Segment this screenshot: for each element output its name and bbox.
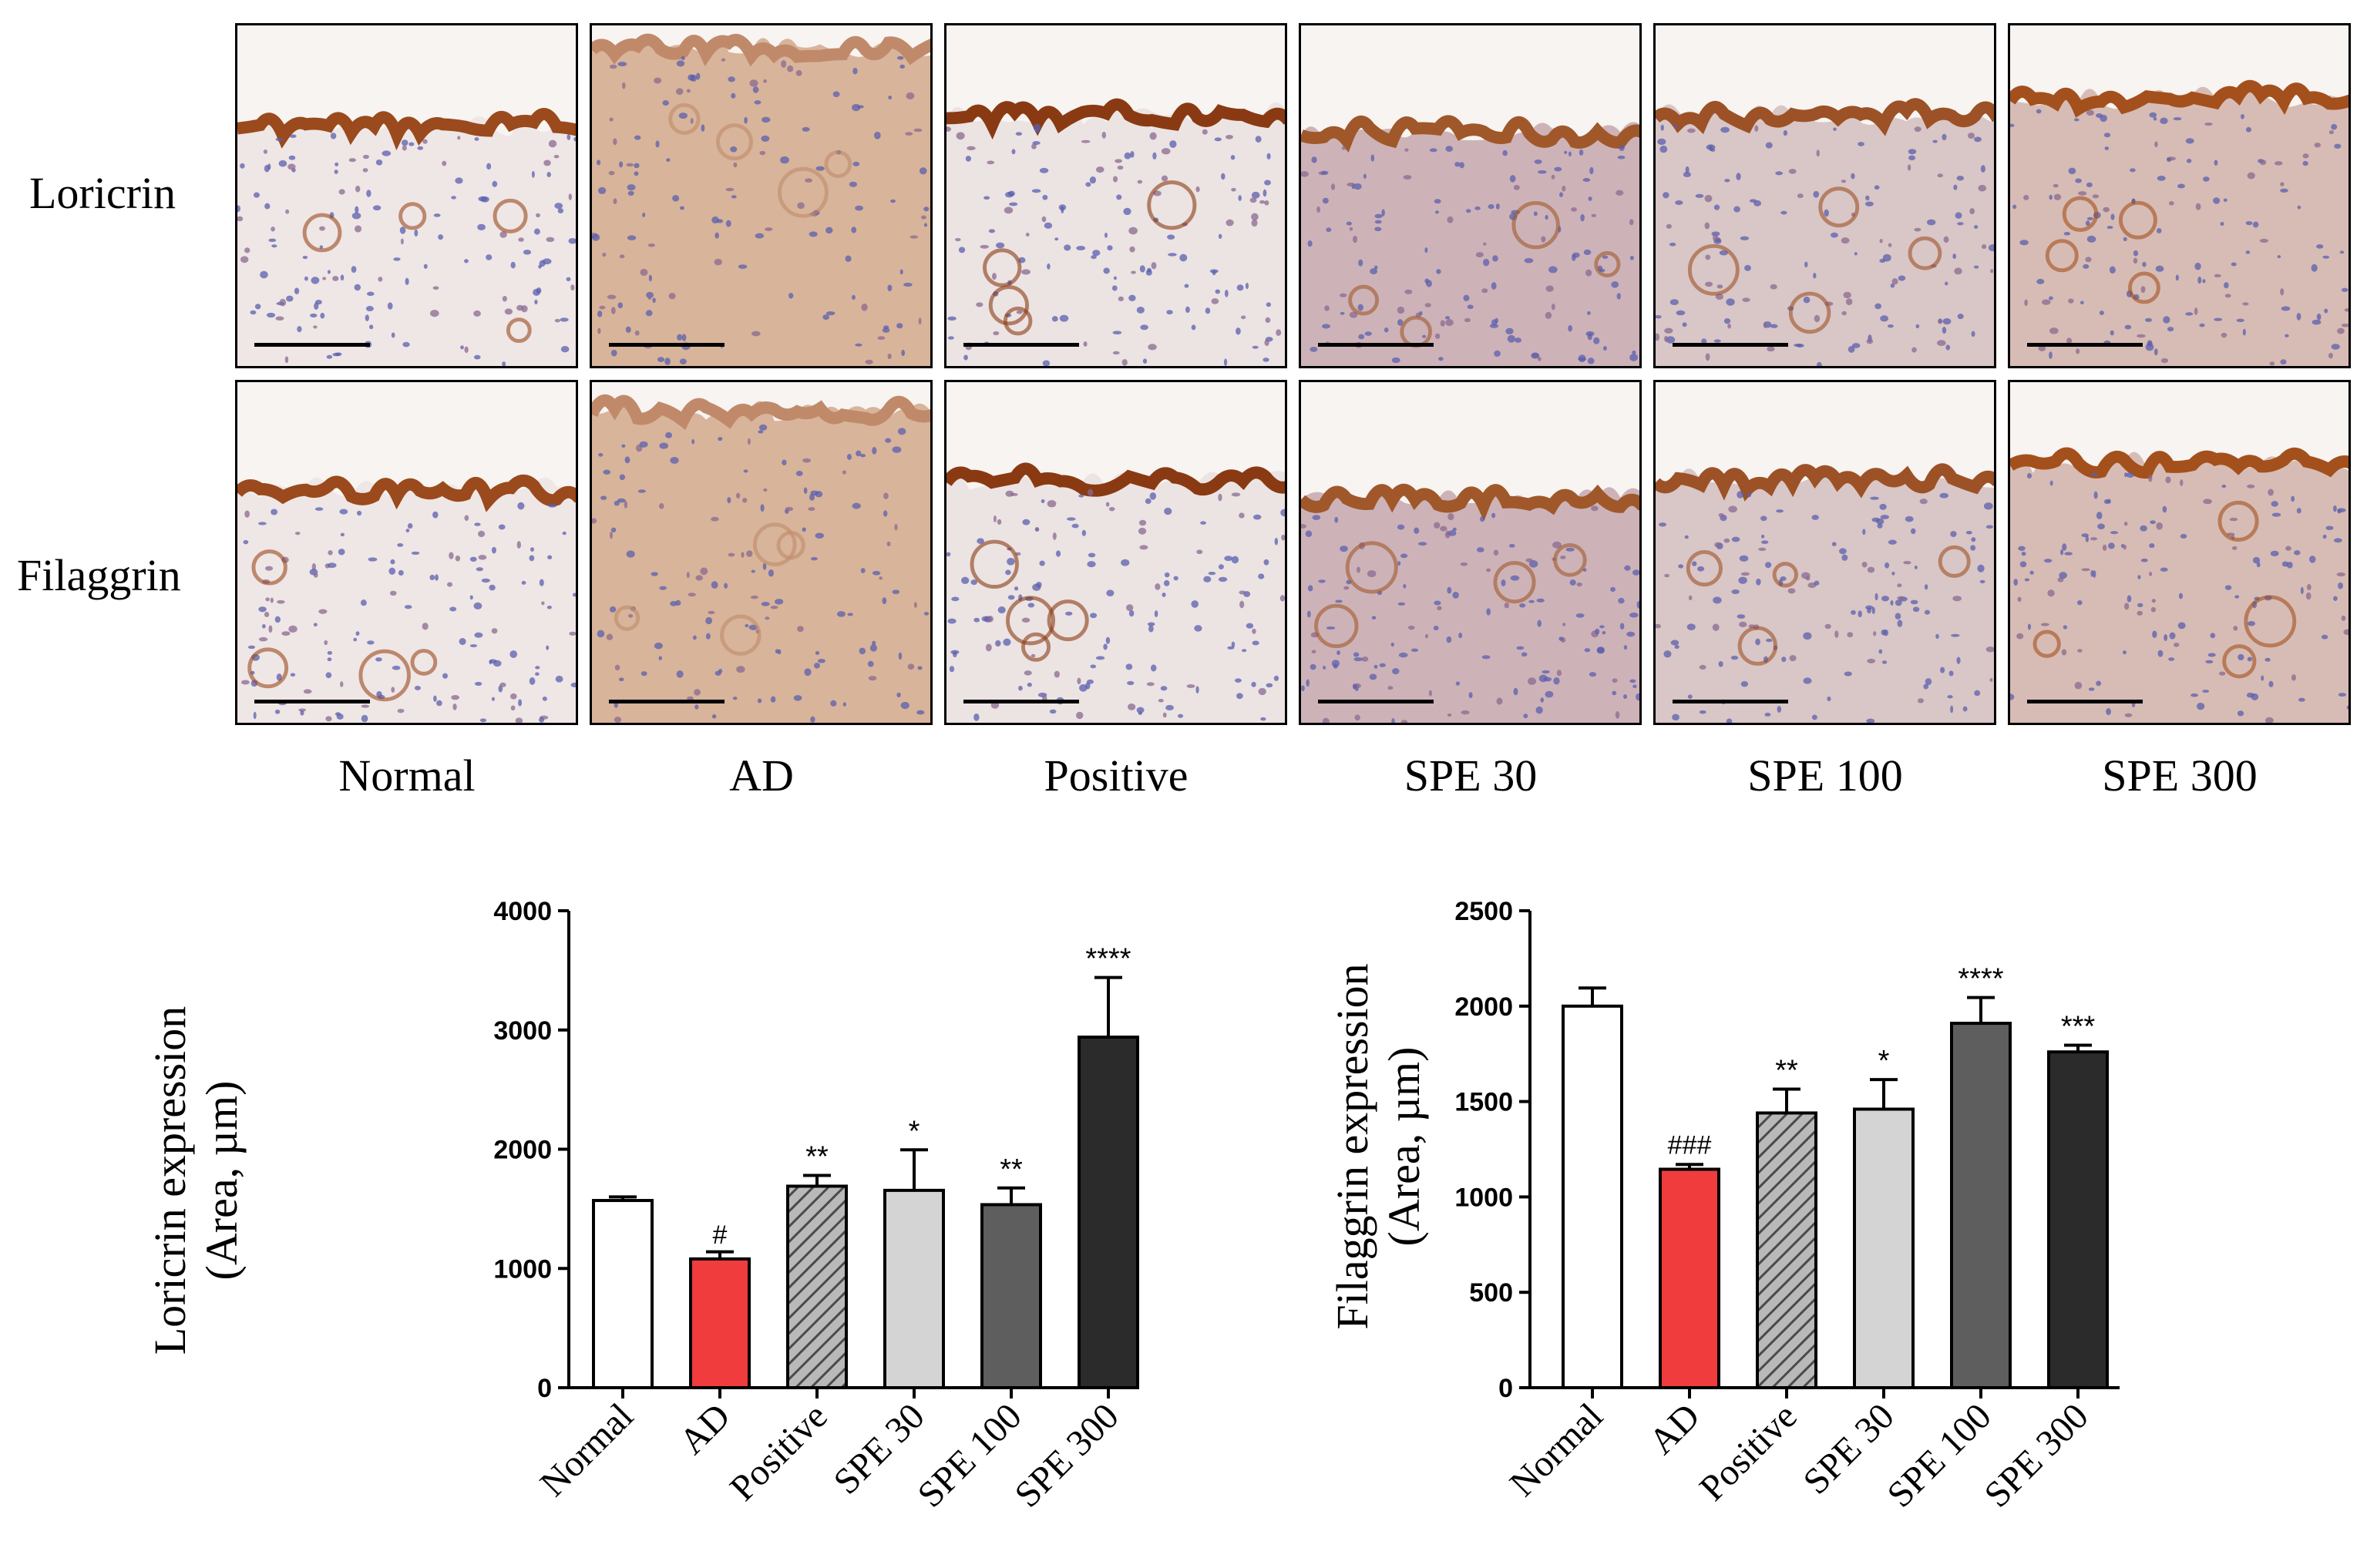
histology-stain-image — [1656, 25, 1994, 366]
loricrin-y-tick-label: 0 — [537, 1374, 552, 1403]
histology-stain-image — [2010, 382, 2349, 723]
filaggrin-bar-spe100 — [1950, 1022, 2012, 1389]
histology-stain-image — [237, 382, 576, 723]
scale-bar — [963, 700, 1079, 703]
loricrin-chart-svg: 01000200030004000Normal#AD**Positive*SPE… — [493, 897, 1139, 1516]
filaggrin-y-tick-label: 2500 — [1454, 897, 1513, 926]
col-label-spe30: SPE 30 — [1404, 750, 1538, 801]
histology-stain-image — [2010, 25, 2349, 366]
filaggrin-x-tick-label: SPE 100 — [1879, 1395, 1999, 1515]
filaggrin-bar-spe30 — [1853, 1107, 1915, 1390]
loricrin-significance-label: * — [909, 1115, 920, 1147]
filaggrin-y-tick-label: 500 — [1469, 1278, 1513, 1308]
filaggrin-bar-positive — [1756, 1111, 1817, 1390]
histology-stain-image — [1301, 382, 1639, 723]
histology-panel-filaggrin-spe300 — [2008, 380, 2351, 725]
histology-stain-image — [237, 25, 576, 366]
loricrin-significance-label: **** — [1085, 943, 1131, 975]
filaggrin-significance-label: * — [1878, 1045, 1890, 1077]
loricrin-bar-spe300 — [1078, 1036, 1139, 1390]
filaggrin-x-tick-label: AD — [1641, 1395, 1707, 1462]
scale-bar — [1673, 700, 1788, 703]
loricrin-chart: 0 1000 2000 3000 4000 Normal # AD ** Positive * SPE… — [0, 0, 1156, 1568]
filaggrin-x-tick-label: Normal — [1502, 1395, 1611, 1504]
scale-bar — [2027, 700, 2143, 703]
scale-bar — [1318, 700, 1434, 703]
histology-panel-filaggrin-spe30 — [1299, 380, 1642, 725]
scale-bar — [609, 700, 725, 703]
filaggrin-bar-ad — [1659, 1167, 1720, 1390]
scale-bar — [254, 700, 370, 703]
col-label-positive: Positive — [1044, 750, 1189, 801]
filaggrin-x-tick-label: SPE 300 — [1976, 1395, 2096, 1515]
histology-panel-filaggrin-positive — [944, 380, 1287, 725]
histology-stain-image — [592, 25, 930, 366]
loricrin-bar-spe30 — [883, 1188, 945, 1390]
loricrin-significance-label: # — [713, 1220, 728, 1250]
loricrin-y-tick-label: 2000 — [493, 1136, 552, 1165]
histology-stain-image — [946, 382, 1285, 723]
scale-bar — [2027, 343, 2143, 347]
loricrin-significance-label: ** — [1000, 1153, 1023, 1186]
filaggrin-significance-label: ** — [1775, 1055, 1798, 1087]
row-label-filaggrin: Filaggrin — [17, 550, 181, 600]
filaggrin-y-tick-label: 1500 — [1454, 1088, 1513, 1117]
histology-panel-loricrin-ad — [590, 23, 933, 368]
scale-bar — [1673, 343, 1788, 347]
filaggrin-bar-normal — [1562, 1004, 1623, 1390]
loricrin-y-tick-label: 1000 — [493, 1254, 552, 1284]
histology-panel-loricrin-spe30 — [1299, 23, 1642, 368]
col-label-ad: AD — [729, 750, 794, 801]
loricrin-y-tick-label: 4000 — [493, 897, 552, 926]
loricrin-significance-label: ** — [805, 1141, 829, 1173]
filaggrin-y-tick-label: 0 — [1498, 1374, 1513, 1403]
filaggrin-x-tick-label: Positive — [1692, 1395, 1805, 1509]
histology-panel-loricrin-normal — [235, 23, 578, 368]
loricrin-bar-normal — [592, 1199, 654, 1389]
scale-bar — [254, 343, 370, 347]
filaggrin-significance-label: *** — [2061, 1011, 2096, 1043]
loricrin-y-tick-label: 3000 — [493, 1016, 552, 1046]
histology-panel-filaggrin-ad — [590, 380, 933, 725]
histology-stain-image — [592, 382, 930, 723]
col-label-spe300: SPE 300 — [2102, 750, 2258, 801]
filaggrin-y-tick-label: 1000 — [1454, 1183, 1513, 1212]
col-label-normal: Normal — [338, 750, 476, 801]
histology-stain-image — [946, 25, 1285, 366]
scale-bar — [963, 343, 1079, 347]
filaggrin-significance-label: **** — [1958, 963, 2003, 996]
scale-bar — [609, 343, 725, 347]
histology-stain-image — [1656, 382, 1994, 723]
filaggrin-significance-label: ### — [1668, 1130, 1712, 1160]
histology-panel-filaggrin-spe100 — [1653, 380, 1996, 725]
scale-bar — [1318, 343, 1434, 347]
loricrin-bar-positive — [786, 1184, 848, 1390]
histology-panel-loricrin-spe300 — [2008, 23, 2351, 368]
histology-panel-loricrin-positive — [944, 23, 1287, 368]
histology-panel-loricrin-spe100 — [1653, 23, 1996, 368]
filaggrin-y-tick-label: 2000 — [1454, 992, 1513, 1022]
histology-stain-image — [1301, 25, 1639, 366]
histology-panel-filaggrin-normal — [235, 380, 578, 725]
col-label-spe100: SPE 100 — [1747, 750, 1903, 801]
filaggrin-bar-spe300 — [2047, 1050, 2109, 1389]
row-label-loricrin: Loricrin — [29, 168, 177, 218]
